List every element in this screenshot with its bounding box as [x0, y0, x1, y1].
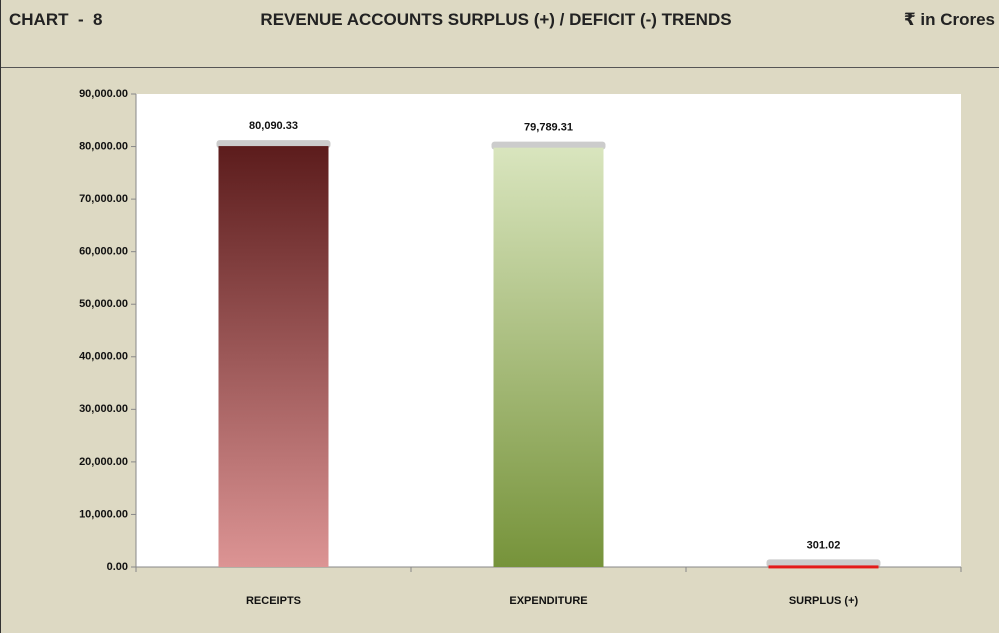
- y-tick-label: 30,000.00: [79, 403, 128, 415]
- y-tick-label: 70,000.00: [79, 193, 128, 205]
- y-tick-label: 90,000.00: [79, 88, 128, 100]
- x-tick-label: EXPENDITURE: [509, 595, 587, 607]
- header: CHART - 8 REVENUE ACCOUNTS SURPLUS (+) /…: [1, 0, 999, 68]
- y-tick-label: 80,000.00: [79, 140, 128, 152]
- y-tick-label: 20,000.00: [79, 456, 128, 468]
- unit-label: ₹ in Crores: [903, 10, 995, 29]
- data-label: 79,789.31: [524, 122, 573, 134]
- chart-title: REVENUE ACCOUNTS SURPLUS (+) / DEFICIT (…: [260, 10, 732, 29]
- y-tick-label: 40,000.00: [79, 351, 128, 363]
- y-tick-label: 50,000.00: [79, 298, 128, 310]
- data-label: 80,090.33: [249, 120, 298, 132]
- y-tick-label: 10,000.00: [79, 508, 128, 520]
- x-tick-label: SURPLUS (+): [789, 595, 859, 607]
- x-tick-label: RECEIPTS: [246, 595, 301, 607]
- chart-label: CHART - 8: [9, 10, 103, 29]
- bar: [218, 146, 329, 568]
- y-tick-label: 60,000.00: [79, 246, 128, 258]
- bar: [493, 147, 604, 567]
- y-tick-label: 0.00: [107, 561, 128, 573]
- bar: [768, 565, 879, 569]
- data-label: 301.02: [807, 539, 841, 551]
